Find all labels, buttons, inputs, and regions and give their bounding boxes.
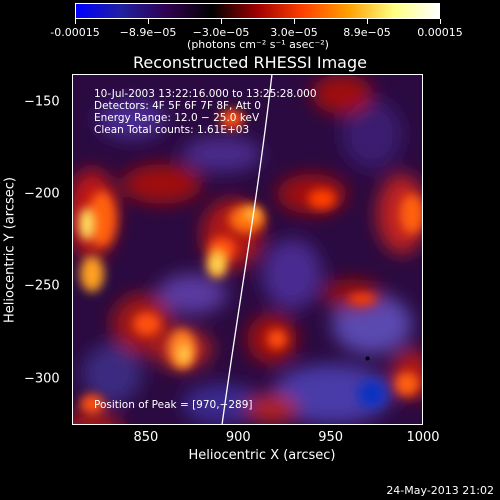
colorbar-tick-label: −8.9e−05	[119, 26, 177, 39]
info-line: Clean Total counts: 1.61E+03	[94, 124, 250, 136]
reconstructed-image	[72, 74, 423, 425]
colorbar	[75, 3, 440, 19]
footer-date: 24-May-2013 21:02	[386, 484, 494, 497]
colorbar-tick-mark	[147, 19, 149, 24]
y-tick-label: −150	[24, 94, 60, 110]
colorbar-units: (photons cm⁻² s⁻¹ asec⁻²)	[187, 38, 329, 51]
colorbar-tick-label: -0.00015	[50, 26, 100, 39]
peak-marker	[365, 356, 370, 361]
colorbar-tick-label: 0.00015	[417, 26, 463, 39]
colorbar-tick-mark	[439, 19, 441, 24]
peak-position-text: Position of Peak = [970,−289]	[94, 399, 253, 411]
solar-limb-line	[221, 74, 273, 425]
x-tick-label: 950	[318, 430, 344, 445]
x-tick-label: 1000	[406, 430, 440, 445]
y-tick-label: −200	[24, 186, 60, 202]
y-axis-label: Heliocentric Y (arcsec)	[2, 177, 18, 323]
colorbar-tick-mark	[293, 19, 295, 24]
blobs-brightest	[79, 208, 386, 408]
info-line: 10-Jul-2003 13:22:16.000 to 13:25:28.000	[94, 88, 317, 100]
colorbar-tick-mark	[74, 19, 76, 24]
blobs-base	[72, 74, 423, 425]
y-tick-label: −300	[24, 371, 60, 387]
x-axis-label: Heliocentric X (arcsec)	[188, 448, 336, 463]
colorbar-tick-mark	[366, 19, 368, 24]
colorbar-tick-label: −3.0e−05	[192, 26, 250, 39]
colorbar-tick-label: 3.0e−05	[270, 26, 318, 39]
colorbar-tick-label: 8.9e−05	[343, 26, 391, 39]
y-tick-label: −250	[24, 278, 60, 294]
colorbar-tick-mark	[220, 19, 222, 24]
x-tick-label: 900	[225, 430, 251, 445]
plot-title: Reconstructed RHESSI Image	[133, 53, 367, 72]
x-tick-label: 850	[133, 430, 159, 445]
info-line: Detectors: 4F 5F 6F 7F 8F, Att 0	[94, 100, 261, 112]
info-line: Energy Range: 12.0 − 25.0 keV	[94, 112, 260, 124]
